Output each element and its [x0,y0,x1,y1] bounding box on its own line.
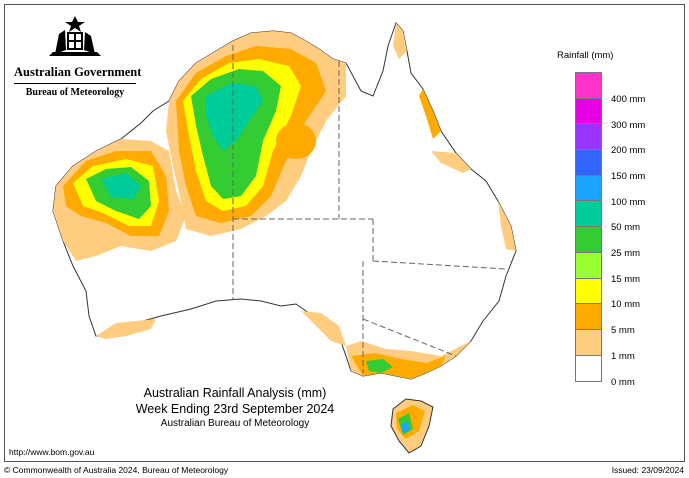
map-source: Australian Bureau of Meteorology [160,418,310,429]
qld-rain-coast [431,151,471,173]
legend-label: 15 mm [611,273,641,285]
se-rain-25 [366,359,393,373]
coat-of-arms-icon [49,16,101,56]
legend-label: 150 mm [611,170,646,182]
legend-swatch [576,304,601,330]
legend-swatches [575,72,602,383]
legend-label: 50 mm [611,222,641,234]
legend-label: 0 mm [611,376,635,388]
legend-swatch [576,278,601,305]
bom-url[interactable]: http://www.bom.gov.au [9,447,95,457]
org-subname: Bureau of Meteorology [14,83,136,98]
qld-rain-coast2 [498,201,516,251]
legend-label: 1 mm [611,350,635,362]
legend-label: 10 mm [611,299,641,311]
logo-block: Australian Government Bureau of Meteorol… [14,14,142,98]
sw-rain [96,319,156,339]
australia-rainfall-map [52,22,517,454]
map-frame [4,4,685,462]
legend-swatch [576,329,601,356]
legend-swatch [576,227,601,253]
legend-label: 200 mm [611,145,646,157]
wa-rain-50 [101,173,141,199]
copyright-text: © Commonwealth of Australia 2024, Bureau… [4,465,229,475]
qld-rain-1 [393,23,407,59]
state-borders [232,45,507,373]
nt-rain-50 [206,83,263,151]
legend: Rainfall (mm) 400 mm 300 mm 200 mm 150 mm 10… [555,50,665,388]
nt-rain-spot [276,123,316,159]
legend-swatch [576,73,601,99]
map-period: Week Ending 23rd September 2024 [135,402,335,416]
legend-label: 5 mm [611,325,635,337]
legend-label: 400 mm [611,93,646,105]
map-title: Australian Rainfall Analysis (mm) [143,386,327,400]
legend-swatch [576,355,601,382]
legend-swatch [576,175,601,202]
legend-swatch [576,201,601,228]
legend-swatch [576,124,601,151]
legend-label: 100 mm [611,196,646,208]
legend-swatch [576,252,601,279]
legend-swatch [576,150,601,176]
legend-swatch [576,98,601,125]
qld-rain-5 [419,89,441,139]
se-rain-5 [351,353,446,379]
map-title-block: Australian Rainfall Analysis (mm) Week E… [130,386,340,429]
sa-rain [301,311,346,346]
legend-title: Rainfall (mm) [557,50,614,61]
org-name: Australian Government [14,65,142,79]
legend-label: 300 mm [611,119,646,131]
issued-date: Issued: 23/09/2024 [611,465,684,475]
tas-rain-100 [401,421,409,433]
legend-label: 25 mm [611,248,641,260]
